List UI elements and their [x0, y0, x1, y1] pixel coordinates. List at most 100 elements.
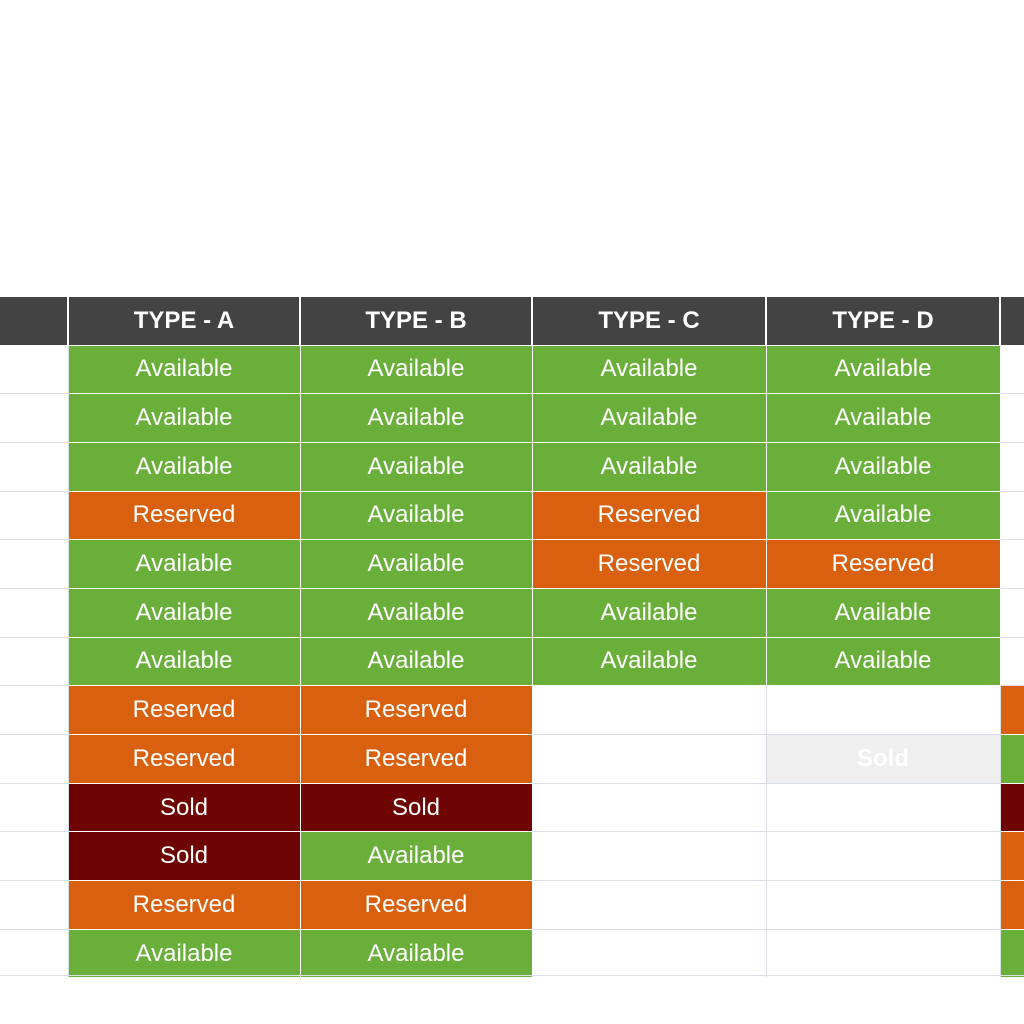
status-cell-type-b[interactable]: Available [299, 490, 533, 541]
status-cell-next-column[interactable] [999, 636, 1024, 687]
status-cell-type-c[interactable] [531, 928, 767, 977]
header-cell-row-label[interactable] [0, 297, 69, 346]
row-label-cell[interactable] [0, 539, 69, 589]
grid-bottom-border [0, 975, 1024, 976]
status-cell-type-c[interactable]: Reserved [531, 539, 767, 589]
status-cell-type-a[interactable]: Available [67, 587, 301, 638]
table-row: Reserved Available Reserved Available [0, 490, 1024, 541]
row-label-cell[interactable] [0, 831, 69, 882]
header-cell-type-a[interactable]: TYPE - A [68, 297, 301, 346]
table-row: Reserved Reserved [0, 685, 1024, 735]
status-cell-type-b[interactable]: Available [299, 587, 533, 638]
table-row: Available Available Available Available [0, 587, 1024, 638]
status-cell-type-a[interactable]: Reserved [67, 490, 301, 541]
table-row: Available Available Available Available [0, 636, 1024, 687]
status-cell-type-d[interactable]: Sold [765, 734, 1001, 784]
row-label-cell[interactable] [0, 393, 69, 443]
status-cell-next-column[interactable] [999, 782, 1024, 833]
status-cell-type-a[interactable]: Available [67, 928, 301, 977]
status-cell-type-b[interactable]: Available [299, 344, 533, 395]
status-cell-type-d[interactable]: Available [765, 393, 1001, 443]
row-label-cell[interactable] [0, 344, 69, 395]
table-row: Sold Sold [0, 782, 1024, 833]
status-cell-type-c[interactable] [531, 734, 767, 784]
table-row: Available Available Available Available [0, 441, 1024, 492]
status-cell-type-a[interactable]: Available [67, 539, 301, 589]
header-row: TYPE - A TYPE - B TYPE - C TYPE - D [0, 297, 1024, 346]
status-cell-type-a[interactable]: Sold [67, 831, 301, 882]
status-cell-type-c[interactable] [531, 831, 767, 882]
status-cell-type-c[interactable] [531, 782, 767, 833]
table-row: Available Available [0, 928, 1024, 977]
table-row: Sold Available [0, 831, 1024, 882]
status-cell-type-d[interactable]: Available [765, 636, 1001, 687]
status-cell-type-d[interactable] [765, 928, 1001, 977]
row-label-cell[interactable] [0, 441, 69, 492]
status-cell-type-d[interactable] [765, 782, 1001, 833]
status-cell-type-d[interactable]: Reserved [765, 539, 1001, 589]
status-cell-type-a[interactable]: Available [67, 344, 301, 395]
status-cell-type-c[interactable]: Available [531, 587, 767, 638]
header-cell-next[interactable] [1000, 297, 1024, 346]
status-cell-type-c[interactable]: Available [531, 636, 767, 687]
row-label-cell[interactable] [0, 587, 69, 638]
row-label-cell[interactable] [0, 782, 69, 833]
status-cell-type-a[interactable]: Reserved [67, 685, 301, 735]
status-cell-type-a[interactable]: Reserved [67, 880, 301, 930]
status-cell-next-column[interactable] [999, 685, 1024, 735]
status-cell-next-column[interactable] [999, 490, 1024, 541]
status-cell-type-b[interactable]: Reserved [299, 734, 533, 784]
table-row: Available Available Available Available [0, 344, 1024, 395]
status-cell-type-b[interactable]: Reserved [299, 880, 533, 930]
status-cell-type-d[interactable] [765, 685, 1001, 735]
status-cell-type-c[interactable]: Reserved [531, 490, 767, 541]
table-row: Reserved Reserved [0, 880, 1024, 930]
status-cell-next-column[interactable] [999, 539, 1024, 589]
header-cell-type-c[interactable]: TYPE - C [532, 297, 767, 346]
status-cell-type-c[interactable] [531, 880, 767, 930]
status-cell-type-a[interactable]: Available [67, 636, 301, 687]
status-cell-type-c[interactable]: Available [531, 393, 767, 443]
header-cell-type-d[interactable]: TYPE - D [766, 297, 1001, 346]
status-cell-type-d[interactable]: Available [765, 587, 1001, 638]
header-cell-type-b[interactable]: TYPE - B [300, 297, 533, 346]
availability-table: TYPE - A TYPE - B TYPE - C TYPE - D Avai… [0, 297, 1024, 977]
status-cell-type-a[interactable]: Reserved [67, 734, 301, 784]
status-cell-type-a[interactable]: Available [67, 441, 301, 492]
status-cell-type-c[interactable]: Available [531, 344, 767, 395]
status-cell-type-c[interactable] [531, 685, 767, 735]
status-cell-type-b[interactable]: Available [299, 393, 533, 443]
status-cell-type-a[interactable]: Sold [67, 782, 301, 833]
row-label-cell[interactable] [0, 928, 69, 977]
status-cell-next-column[interactable] [999, 393, 1024, 443]
status-cell-next-column[interactable] [999, 734, 1024, 784]
status-cell-type-b[interactable]: Available [299, 928, 533, 977]
status-cell-next-column[interactable] [999, 441, 1024, 492]
status-cell-type-b[interactable]: Available [299, 441, 533, 492]
status-cell-next-column[interactable] [999, 928, 1024, 977]
table-row: Reserved Reserved Sold [0, 734, 1024, 784]
status-cell-type-b[interactable]: Reserved [299, 685, 533, 735]
status-cell-type-d[interactable] [765, 880, 1001, 930]
status-cell-type-d[interactable] [765, 831, 1001, 882]
status-cell-next-column[interactable] [999, 880, 1024, 930]
status-cell-next-column[interactable] [999, 344, 1024, 395]
status-cell-type-b[interactable]: Available [299, 636, 533, 687]
status-cell-type-d[interactable]: Available [765, 490, 1001, 541]
status-cell-type-d[interactable]: Available [765, 441, 1001, 492]
row-label-cell[interactable] [0, 490, 69, 541]
status-cell-type-c[interactable]: Available [531, 441, 767, 492]
status-cell-next-column[interactable] [999, 831, 1024, 882]
row-label-cell[interactable] [0, 880, 69, 930]
status-cell-type-b[interactable]: Sold [299, 782, 533, 833]
status-cell-next-column[interactable] [999, 587, 1024, 638]
row-label-cell[interactable] [0, 685, 69, 735]
status-cell-type-b[interactable]: Available [299, 539, 533, 589]
status-cell-type-b[interactable]: Available [299, 831, 533, 882]
status-cell-type-a[interactable]: Available [67, 393, 301, 443]
table-row: Available Available Reserved Reserved [0, 539, 1024, 589]
row-label-cell[interactable] [0, 734, 69, 784]
row-label-cell[interactable] [0, 636, 69, 687]
status-cell-type-d[interactable]: Available [765, 344, 1001, 395]
spreadsheet-view: TYPE - A TYPE - B TYPE - C TYPE - D Avai… [0, 297, 1024, 977]
